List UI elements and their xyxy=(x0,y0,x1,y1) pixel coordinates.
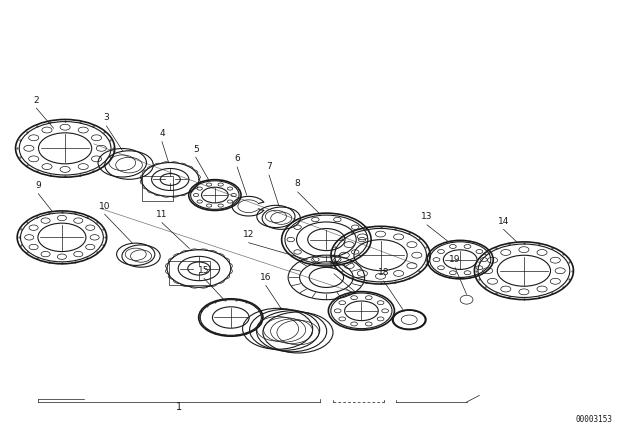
Text: 8: 8 xyxy=(295,179,301,188)
Text: 00003153: 00003153 xyxy=(575,415,612,424)
Text: 9: 9 xyxy=(35,181,41,190)
Text: 15: 15 xyxy=(198,266,210,275)
Text: 7: 7 xyxy=(266,163,272,172)
Text: 2: 2 xyxy=(34,96,39,105)
Text: 19: 19 xyxy=(449,255,461,264)
Text: 16: 16 xyxy=(260,273,271,282)
Text: 11: 11 xyxy=(156,210,168,219)
Text: 17: 17 xyxy=(328,261,340,270)
Text: 13: 13 xyxy=(421,212,433,221)
Text: 12: 12 xyxy=(243,230,254,239)
Text: 5: 5 xyxy=(193,145,198,154)
Text: 14: 14 xyxy=(498,217,509,226)
Text: 18: 18 xyxy=(378,268,390,277)
Text: 1: 1 xyxy=(175,402,182,413)
Text: 4: 4 xyxy=(159,129,164,138)
Text: 3: 3 xyxy=(104,113,109,122)
Text: 10: 10 xyxy=(99,202,110,211)
Text: 6: 6 xyxy=(234,155,240,164)
